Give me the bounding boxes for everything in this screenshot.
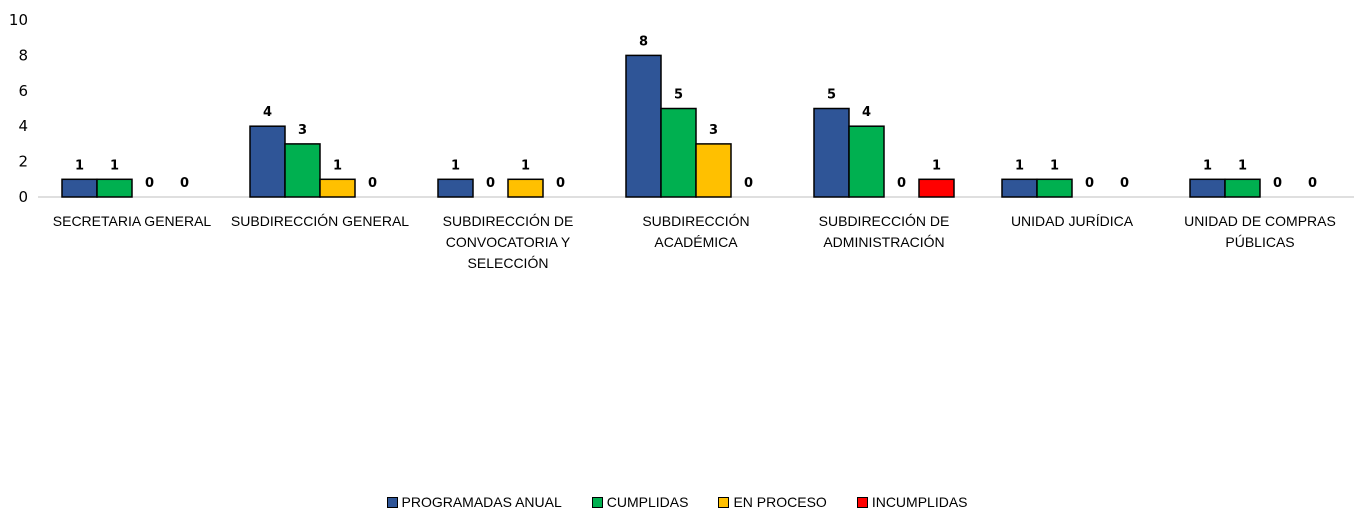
y-tick-label: 2 bbox=[18, 153, 28, 171]
bar bbox=[625, 54, 662, 198]
y-tick-label: 10 bbox=[9, 11, 28, 29]
data-label: 0 bbox=[1308, 176, 1317, 191]
data-label: 4 bbox=[263, 105, 272, 120]
category-label: SECRETARIA GENERAL bbox=[53, 213, 212, 229]
data-label: 1 bbox=[932, 158, 941, 173]
legend-item: PROGRAMADAS ANUAL bbox=[386, 494, 562, 510]
data-label: 1 bbox=[333, 158, 342, 173]
y-tick-label: 0 bbox=[18, 188, 28, 206]
bar bbox=[249, 125, 286, 198]
data-label: 3 bbox=[298, 123, 307, 138]
data-label: 1 bbox=[1015, 158, 1024, 173]
category-label: SUBDIRECCIÓN DE bbox=[443, 213, 574, 229]
data-label: 1 bbox=[521, 158, 530, 173]
data-label: 1 bbox=[1203, 158, 1212, 173]
data-label: 0 bbox=[145, 176, 154, 191]
category-labels: SECRETARIA GENERAL SUBDIRECCIÓN GENERAL SU… bbox=[53, 213, 1336, 271]
bar bbox=[695, 143, 732, 198]
legend-item: INCUMPLIDAS bbox=[856, 494, 968, 510]
category-label: SUBDIRECCIÓN GENERAL bbox=[231, 213, 409, 229]
y-tick-label: 8 bbox=[18, 46, 28, 64]
data-label: 1 bbox=[1050, 158, 1059, 173]
data-label: 1 bbox=[75, 158, 84, 173]
legend-label: INCUMPLIDAS bbox=[871, 494, 968, 510]
legend-label: EN PROCESO bbox=[733, 494, 827, 510]
legend-swatch bbox=[718, 496, 730, 508]
data-label: 8 bbox=[639, 34, 648, 49]
category-label: PÚBLICAS bbox=[1225, 234, 1294, 250]
bar bbox=[813, 107, 850, 198]
legend-item: EN PROCESO bbox=[718, 494, 827, 510]
data-label: 0 bbox=[368, 176, 377, 191]
bars bbox=[61, 54, 1261, 198]
legend-swatch bbox=[591, 496, 603, 508]
bar bbox=[96, 178, 133, 198]
data-label: 0 bbox=[180, 176, 189, 191]
data-label: 0 bbox=[744, 176, 753, 191]
legend-swatch bbox=[386, 496, 398, 508]
bar bbox=[1189, 178, 1226, 198]
category-label: SUBDIRECCIÓN DE bbox=[819, 213, 950, 229]
bar bbox=[284, 143, 321, 198]
legend-label: CUMPLIDAS bbox=[606, 494, 689, 510]
data-label: 5 bbox=[827, 88, 836, 103]
data-label: 0 bbox=[1085, 176, 1094, 191]
y-tick-label: 4 bbox=[18, 117, 28, 135]
data-label: 0 bbox=[1120, 176, 1129, 191]
data-label: 1 bbox=[1238, 158, 1247, 173]
bar bbox=[660, 107, 697, 198]
legend-label: PROGRAMADAS ANUAL bbox=[401, 494, 562, 510]
category-label: UNIDAD DE COMPRAS bbox=[1184, 213, 1336, 229]
y-axis-ticks: 0 2 4 6 8 10 bbox=[9, 11, 28, 206]
legend: PROGRAMADAS ANUAL CUMPLIDAS EN PROCESO INCU… bbox=[0, 494, 1354, 510]
data-label: 0 bbox=[897, 176, 906, 191]
bar bbox=[61, 178, 98, 198]
category-label: ADMINISTRACIÓN bbox=[823, 234, 944, 250]
bar bbox=[319, 178, 356, 198]
data-label: 0 bbox=[486, 176, 495, 191]
data-label: 1 bbox=[110, 158, 119, 173]
data-labels: 1 1 0 0 4 3 1 0 1 0 1 0 8 5 3 0 5 4 0 1 1 1 0 0 1 1 0 0 bbox=[75, 34, 1317, 191]
category-label: CONVOCATORIA Y bbox=[446, 234, 571, 250]
data-label: 4 bbox=[862, 105, 871, 120]
bar bbox=[918, 178, 955, 198]
bar bbox=[1036, 178, 1073, 198]
y-tick-label: 6 bbox=[18, 82, 28, 100]
bar bbox=[437, 178, 474, 198]
data-label: 1 bbox=[451, 158, 460, 173]
data-label: 5 bbox=[674, 88, 683, 103]
bar bbox=[1224, 178, 1261, 198]
category-label: SUBDIRECCIÓN bbox=[642, 213, 749, 229]
bar bbox=[848, 125, 885, 198]
bar bbox=[507, 178, 544, 198]
data-label: 0 bbox=[556, 176, 565, 191]
bar bbox=[1001, 178, 1038, 198]
data-label: 0 bbox=[1273, 176, 1282, 191]
category-label: SELECCIÓN bbox=[468, 255, 549, 271]
legend-swatch bbox=[856, 496, 868, 508]
category-label: ACADÉMICA bbox=[654, 234, 738, 250]
data-label: 3 bbox=[709, 123, 718, 138]
category-label: UNIDAD JURÍDICA bbox=[1011, 213, 1134, 229]
legend-item: CUMPLIDAS bbox=[591, 494, 689, 510]
